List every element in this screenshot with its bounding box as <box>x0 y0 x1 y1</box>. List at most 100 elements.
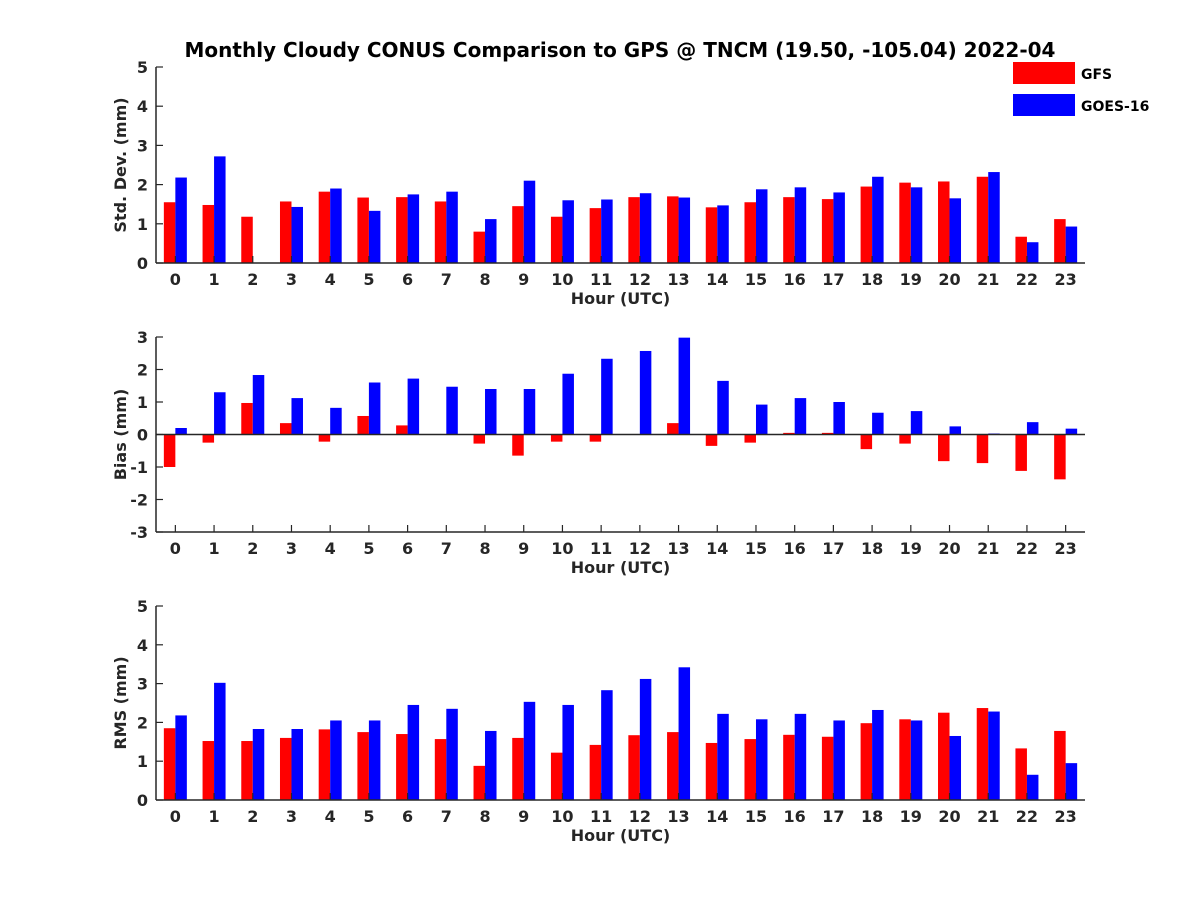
series-goes-16 <box>175 156 1078 263</box>
x-tick-label: 17 <box>822 807 844 826</box>
legend: GFS GOES-16 <box>1013 62 1149 116</box>
bar-goes-16-18 <box>872 709 884 800</box>
bar-goes-16-10 <box>562 373 574 435</box>
x-tick-label: 10 <box>551 539 573 558</box>
x-tick-label: 0 <box>170 270 181 289</box>
bar-gfs-7 <box>434 201 447 263</box>
bar-goes-16-22 <box>1026 242 1039 263</box>
bar-gfs-1 <box>202 434 215 443</box>
x-tick-label: 8 <box>479 807 490 826</box>
x-tick-label: 7 <box>441 807 452 826</box>
legend-label: GFS <box>1081 67 1112 83</box>
bar-gfs-10 <box>550 216 563 263</box>
x-axis-label: Hour (UTC) <box>571 558 671 577</box>
x-tick-label: 1 <box>208 270 219 289</box>
bar-gfs-22 <box>1015 748 1027 800</box>
y-tick-label: 0 <box>137 426 148 445</box>
series-gfs <box>163 176 1066 263</box>
bar-gfs-4 <box>318 729 331 800</box>
bar-gfs-17 <box>821 736 834 800</box>
legend-swatch <box>1013 94 1075 116</box>
x-tick-label: 20 <box>938 807 960 826</box>
bar-gfs-16 <box>783 734 795 800</box>
bar-goes-16-7 <box>446 191 458 263</box>
x-tick-label: 0 <box>170 807 181 826</box>
y-tick-label: -3 <box>130 523 148 542</box>
bar-gfs-10 <box>550 752 563 800</box>
bar-gfs-12 <box>628 197 640 263</box>
bar-gfs-13 <box>667 732 679 800</box>
bar-goes-16-7 <box>446 708 458 800</box>
bar-gfs-2 <box>241 216 253 263</box>
bar-goes-16-5 <box>368 382 381 435</box>
bar-goes-16-9 <box>523 389 536 435</box>
bar-gfs-9 <box>512 434 524 456</box>
bar-gfs-9 <box>512 206 524 263</box>
legend-swatch <box>1013 62 1075 84</box>
bar-goes-16-15 <box>755 719 768 800</box>
bar-goes-16-8 <box>485 389 497 435</box>
x-tick-label: 4 <box>325 807 336 826</box>
x-tick-label: 3 <box>286 539 297 558</box>
y-tick-label: 3 <box>137 136 148 155</box>
bar-gfs-1 <box>202 204 215 263</box>
bar-goes-16-4 <box>330 407 342 435</box>
bar-gfs-15 <box>744 434 756 443</box>
x-tick-label: 5 <box>363 270 374 289</box>
x-tick-label: 12 <box>629 807 651 826</box>
bar-gfs-6 <box>396 197 408 263</box>
series-goes-16 <box>175 667 1078 800</box>
y-axis-label: Std. Dev. (mm) <box>111 97 130 232</box>
bar-goes-16-23 <box>1065 763 1078 800</box>
bar-gfs-3 <box>279 201 292 263</box>
bar-goes-16-1 <box>214 156 226 263</box>
x-tick-label: 13 <box>667 539 689 558</box>
bar-gfs-12 <box>628 735 640 800</box>
bar-goes-16-3 <box>291 398 303 435</box>
x-tick-label: 2 <box>247 807 258 826</box>
bar-goes-16-22 <box>1026 422 1039 435</box>
x-tick-label: 9 <box>518 539 529 558</box>
bar-gfs-5 <box>357 732 369 800</box>
x-tick-label: 3 <box>286 807 297 826</box>
bar-gfs-14 <box>705 742 718 800</box>
x-tick-label: 20 <box>938 539 960 558</box>
bar-goes-16-17 <box>833 402 845 435</box>
bar-gfs-1 <box>202 741 215 800</box>
bar-gfs-11 <box>589 744 602 800</box>
series-goes-16 <box>175 337 1078 435</box>
bar-gfs-6 <box>396 425 408 435</box>
bar-gfs-10 <box>550 434 563 442</box>
bar-gfs-0 <box>163 434 176 467</box>
y-tick-label: 1 <box>137 752 148 771</box>
y-tick-label: 0 <box>137 254 148 273</box>
bar-goes-16-11 <box>601 690 613 800</box>
bar-gfs-3 <box>279 423 292 435</box>
y-tick-label: 1 <box>137 215 148 234</box>
x-axis-label: Hour (UTC) <box>571 826 671 845</box>
x-tick-label: 22 <box>1016 807 1038 826</box>
y-tick-label: 2 <box>137 713 148 732</box>
bar-goes-16-23 <box>1065 226 1078 263</box>
bar-gfs-20 <box>938 434 950 462</box>
x-tick-label: 23 <box>1055 807 1077 826</box>
bar-goes-16-21 <box>988 711 1000 800</box>
bar-goes-16-14 <box>717 713 729 800</box>
x-tick-label: 15 <box>745 807 767 826</box>
x-tick-label: 15 <box>745 270 767 289</box>
bar-goes-16-0 <box>175 715 187 800</box>
x-tick-label: 2 <box>247 270 258 289</box>
bar-goes-16-17 <box>833 720 845 800</box>
bar-gfs-9 <box>512 737 524 800</box>
bar-gfs-22 <box>1015 434 1027 471</box>
x-tick-label: 21 <box>977 539 999 558</box>
x-tick-label: 7 <box>441 539 452 558</box>
bar-goes-16-14 <box>717 205 729 263</box>
bar-goes-16-1 <box>214 682 226 800</box>
bar-gfs-18 <box>860 434 873 450</box>
x-tick-label: 6 <box>402 270 413 289</box>
y-tick-label: -2 <box>130 491 148 510</box>
